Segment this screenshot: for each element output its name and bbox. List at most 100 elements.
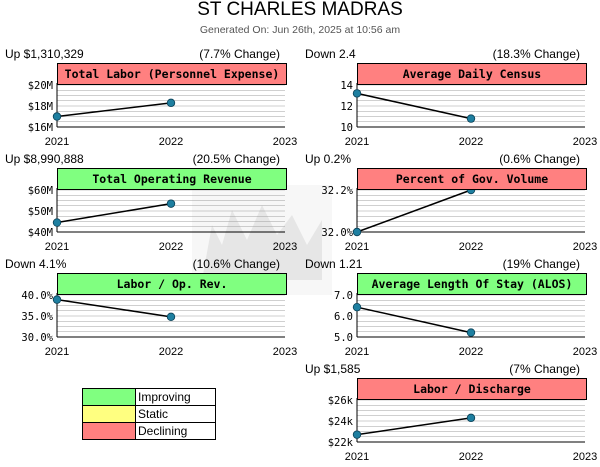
series-line xyxy=(56,298,172,318)
x-tick-label: 2023 xyxy=(573,346,597,358)
chart-title-banner: Total Operating Revenue xyxy=(57,168,287,190)
series-line xyxy=(356,306,472,334)
y-tick-label: 30.0% xyxy=(21,332,53,344)
legend-label-improving: Improving xyxy=(135,388,216,406)
generated-timestamp: Generated On: Jun 26th, 2025 at 10:56 am xyxy=(199,24,401,36)
data-point xyxy=(352,89,362,98)
x-tick-label: 2021 xyxy=(45,136,69,148)
x-tick-label: 2022 xyxy=(159,136,183,148)
change-percent: (7% Change) xyxy=(509,362,580,376)
change-percent: (10.6% Change) xyxy=(192,257,280,271)
legend-item-static: Static xyxy=(82,405,216,423)
legend-item-declining: Declining xyxy=(82,422,216,440)
chart-title-banner: Labor / Op. Rev. xyxy=(57,273,287,295)
chart-total-operating-revenue: Up $8,990,888 (20.5% Change) $40M $50M $60M 2… xyxy=(0,152,300,257)
data-point xyxy=(52,218,62,227)
data-point xyxy=(466,114,476,123)
y-tick-label: $40M xyxy=(28,227,53,239)
x-tick-label: 2022 xyxy=(459,136,483,148)
x-tick-label: 2022 xyxy=(159,346,183,358)
data-point xyxy=(352,430,362,439)
legend-swatch-declining xyxy=(82,422,136,440)
y-tick-label: $60M xyxy=(28,185,53,197)
x-tick-label: 2023 xyxy=(273,241,297,253)
legend: Improving Static Declining xyxy=(82,388,216,440)
series-line xyxy=(356,189,472,233)
x-tick-label: 2023 xyxy=(273,346,297,358)
data-point xyxy=(52,112,62,121)
y-tick-label: 6.0 xyxy=(334,311,353,323)
series-line xyxy=(56,202,172,224)
y-tick-label: $20M xyxy=(28,80,53,92)
x-tick-label: 2021 xyxy=(45,241,69,253)
data-point xyxy=(352,227,362,237)
y-tick-label: 14 xyxy=(340,80,353,92)
x-tick-label: 2021 xyxy=(345,241,369,253)
chart-average-length-of-stay: Down 1.21 (19% Change) 5.0 6.0 7.0 2021 2022 20… xyxy=(300,257,600,362)
plot-area: $22k $24k $26k 2021 2022 2023 xyxy=(328,395,598,463)
data-point xyxy=(466,413,476,423)
data-point xyxy=(52,295,62,304)
y-tick-label: $22k xyxy=(328,437,354,449)
y-tick-label: 10 xyxy=(340,122,353,134)
change-percent: (0.6% Change) xyxy=(499,152,580,166)
chart-labor-per-discharge: Up $1,585 (7% Change) $22k $24k $26k 2021 2022… xyxy=(300,362,600,467)
y-tick-label: 32.2% xyxy=(321,185,353,197)
chart-average-daily-census: Down 2.4 (18.3% Change) 10 12 14 2021 2022 2023… xyxy=(300,47,600,152)
data-point xyxy=(166,98,176,108)
y-tick-label: 5.0 xyxy=(334,332,353,344)
change-percent: (20.5% Change) xyxy=(192,152,280,166)
data-point xyxy=(466,328,476,337)
change-percent: (19% Change) xyxy=(502,257,580,271)
chart-labor-op-rev: Down 4.1% (10.6% Change) 30.0% 35.0% 40.0% 20… xyxy=(0,257,300,362)
change-summary: Down 1.21 xyxy=(305,257,363,271)
y-tick-label: 35.0% xyxy=(21,311,53,323)
change-percent: (7.7% Change) xyxy=(199,47,280,61)
y-tick-label: $18M xyxy=(28,101,53,113)
x-tick-label: 2022 xyxy=(459,346,483,358)
x-tick-label: 2023 xyxy=(573,241,597,253)
y-tick-label: $26k xyxy=(328,395,354,407)
legend-label-static: Static xyxy=(135,405,216,423)
page-title: ST CHARLES MADRAS xyxy=(197,0,403,20)
plot-area: 10 12 14 2021 2022 2023 xyxy=(340,80,597,148)
x-tick-label: 2023 xyxy=(573,136,597,148)
legend-swatch-improving xyxy=(82,388,136,406)
change-summary: Down 4.1% xyxy=(5,257,67,271)
plot-area: $40M $50M $60M 2021 2022 2023 xyxy=(28,185,298,253)
y-tick-label: $16M xyxy=(28,122,53,134)
chart-title-banner: Total Labor (Personnel Expense) xyxy=(57,63,287,85)
chart-title-banner: Percent of Gov. Volume xyxy=(357,168,587,190)
change-percent: (18.3% Change) xyxy=(492,47,580,61)
chart-title-banner: Average Length Of Stay (ALOS) xyxy=(357,273,587,295)
x-tick-label: 2023 xyxy=(573,451,597,463)
y-tick-label: $24k xyxy=(328,416,354,428)
chart-title-banner: Average Daily Census xyxy=(357,63,587,85)
chart-title-banner: Labor / Discharge xyxy=(357,378,587,400)
plot-area: 5.0 6.0 7.0 2021 2022 2023 xyxy=(334,290,597,358)
y-tick-label: 40.0% xyxy=(21,290,53,302)
chart-percent-gov-volume: Up 0.2% (0.6% Change) 32.0% 32.2% 2021 2022 20… xyxy=(300,152,600,257)
x-tick-label: 2022 xyxy=(459,451,483,463)
plot-area: $16M $18M $20M 2021 2022 2023 xyxy=(28,80,298,148)
x-tick-label: 2021 xyxy=(45,346,69,358)
change-summary: Up $8,990,888 xyxy=(5,152,84,166)
x-tick-label: 2021 xyxy=(345,136,369,148)
x-tick-label: 2022 xyxy=(459,241,483,253)
legend-swatch-static xyxy=(82,405,136,423)
y-tick-label: 12 xyxy=(340,101,353,113)
y-tick-label: $50M xyxy=(28,206,53,218)
series-line xyxy=(356,417,472,436)
plot-area: 30.0% 35.0% 40.0% 2021 2022 2023 xyxy=(21,290,297,358)
y-tick-label: 7.0 xyxy=(334,290,353,302)
change-summary: Up $1,310,329 xyxy=(5,47,84,61)
series-line xyxy=(56,102,172,118)
change-summary: Up 0.2% xyxy=(305,152,352,166)
y-tick-label: 32.0% xyxy=(321,227,353,239)
chart-total-labor: Up $1,310,329 (7.7% Change) $16M $18M $20M 20… xyxy=(0,47,300,152)
data-point xyxy=(352,302,362,312)
plot-area: 32.0% 32.2% 2021 2022 2023 xyxy=(321,185,597,253)
data-point xyxy=(166,312,176,322)
change-summary: Up $1,585 xyxy=(305,362,361,376)
x-tick-label: 2023 xyxy=(273,136,297,148)
